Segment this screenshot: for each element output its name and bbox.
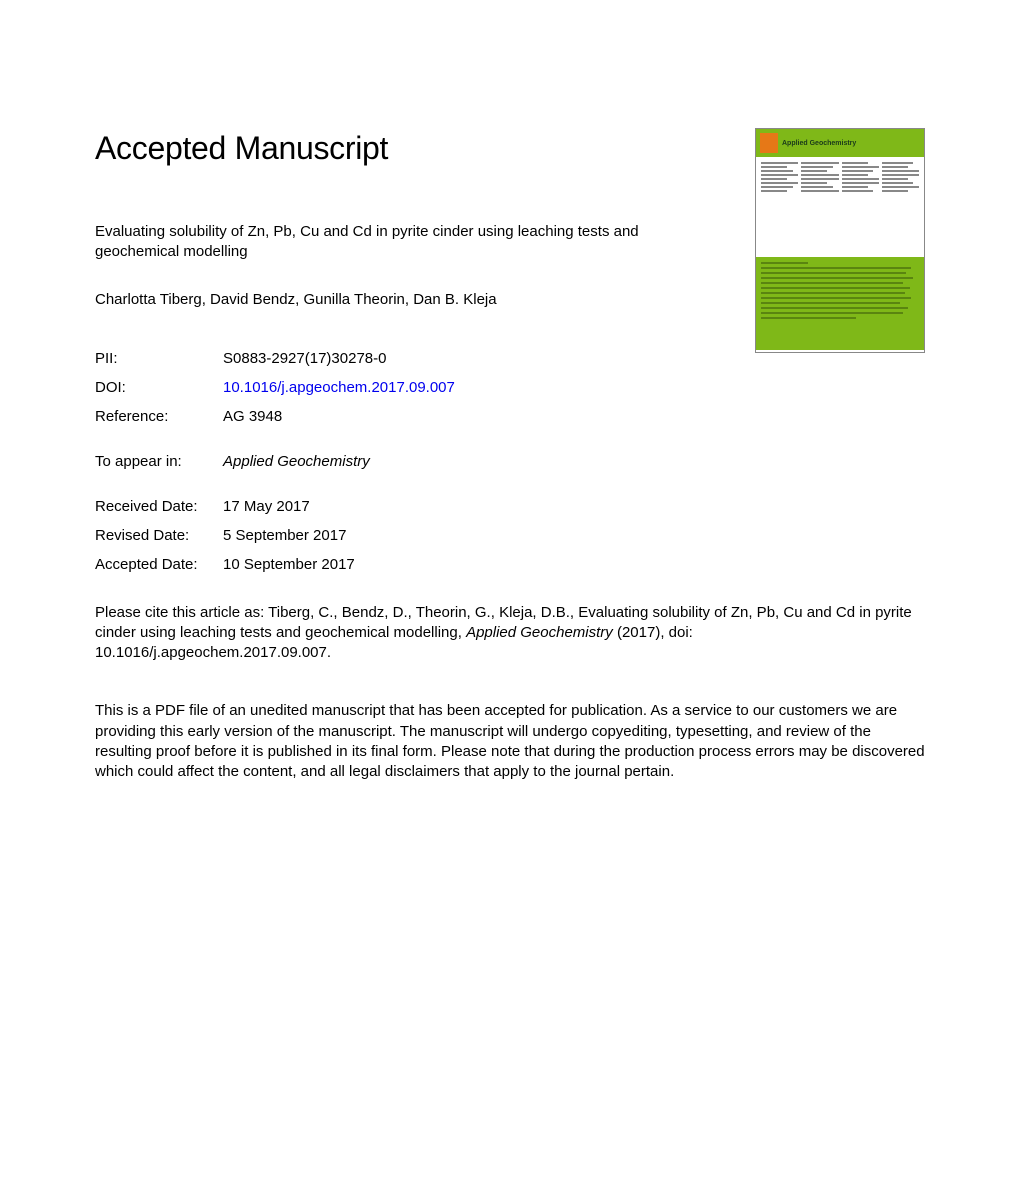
meta-label-reference: Reference:	[95, 408, 223, 425]
meta-label-accepted: Accepted Date:	[95, 556, 223, 573]
meta-row-appear: To appear in: Applied Geochemistry	[95, 453, 925, 470]
meta-row-pii: PII: S0883-2927(17)30278-0	[95, 350, 925, 367]
meta-value-revised: 5 September 2017	[223, 527, 925, 544]
article-title: Evaluating solubility of Zn, Pb, Cu and …	[95, 222, 695, 263]
meta-value-accepted: 10 September 2017	[223, 556, 925, 573]
disclaimer-text: This is a PDF file of an unedited manusc…	[95, 701, 925, 782]
meta-label-doi: DOI:	[95, 379, 223, 396]
meta-value-pii: S0883-2927(17)30278-0	[223, 350, 925, 367]
meta-label-pii: PII:	[95, 350, 223, 367]
meta-row-received: Received Date: 17 May 2017	[95, 498, 925, 515]
manuscript-page: Accepted Manuscript Evaluating solubilit…	[0, 0, 1020, 782]
meta-value-reference: AG 3948	[223, 408, 925, 425]
meta-row-accepted: Accepted Date: 10 September 2017	[95, 556, 925, 573]
article-authors: Charlotta Tiberg, David Bendz, Gunilla T…	[95, 291, 925, 308]
meta-row-reference: Reference: AG 3948	[95, 408, 925, 425]
citation-journal: Applied Geochemistry	[466, 624, 613, 641]
doi-link[interactable]: 10.1016/j.apgeochem.2017.09.007	[223, 379, 925, 396]
meta-value-appear: Applied Geochemistry	[223, 453, 925, 470]
metadata-table: PII: S0883-2927(17)30278-0 DOI: 10.1016/…	[95, 350, 925, 573]
page-heading: Accepted Manuscript	[95, 130, 925, 167]
meta-label-revised: Revised Date:	[95, 527, 223, 544]
meta-label-appear: To appear in:	[95, 453, 223, 470]
meta-value-received: 17 May 2017	[223, 498, 925, 515]
citation-text: Please cite this article as: Tiberg, C.,…	[95, 603, 925, 664]
meta-label-received: Received Date:	[95, 498, 223, 515]
meta-row-revised: Revised Date: 5 September 2017	[95, 527, 925, 544]
meta-row-doi: DOI: 10.1016/j.apgeochem.2017.09.007	[95, 379, 925, 396]
